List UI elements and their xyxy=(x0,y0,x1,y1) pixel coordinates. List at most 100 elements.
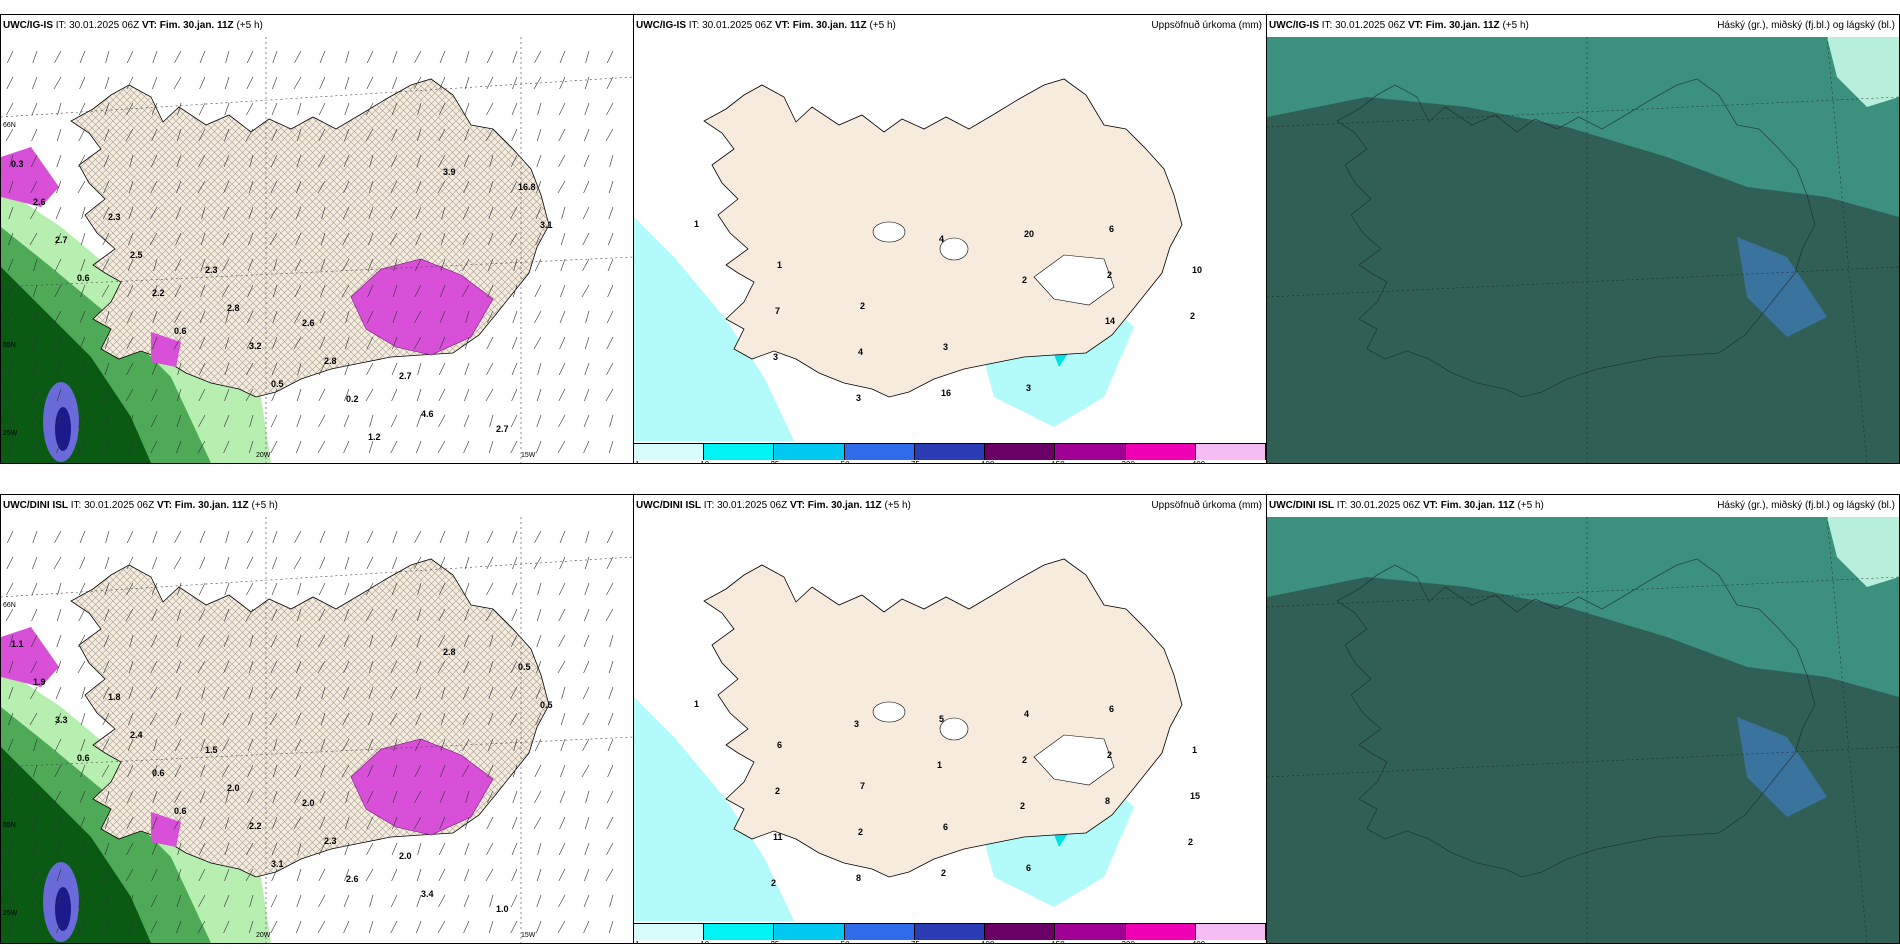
wind-barb xyxy=(293,336,302,350)
colorbar-tick: 10 xyxy=(700,460,709,463)
wind-barb xyxy=(224,388,230,402)
colorbar-tick: 75 xyxy=(911,940,920,943)
wind-barb xyxy=(8,686,14,700)
wind-barb xyxy=(173,816,182,830)
wind-barb xyxy=(438,128,446,142)
wind-barb xyxy=(558,634,566,648)
wind-barb xyxy=(606,582,614,596)
wind-barb xyxy=(9,894,14,908)
wind-barb xyxy=(537,582,542,596)
wind-barb xyxy=(200,738,206,752)
precip-value-label: 2.6 xyxy=(346,874,359,884)
wind-barb xyxy=(103,920,110,934)
wind-barb xyxy=(368,232,374,246)
wind-barb xyxy=(534,764,542,778)
precip-map: 1 6 7 6 6 6 1 2 2 2 4 2 15 11 8 5 2 8 2 2 3 1 2 xyxy=(634,517,1266,921)
wind-barb xyxy=(30,634,38,648)
wind-barb xyxy=(57,582,62,596)
wind-map: 65N 66N 25W 20W 15W 1.1 1.8 1.5 2.0 2.0 1.0 1.9 2.4 2… xyxy=(1,517,633,943)
wind-barb xyxy=(176,660,182,674)
wind-barb xyxy=(438,608,446,622)
wind-barb xyxy=(31,362,38,376)
wind-barb xyxy=(175,712,182,726)
wind-barb xyxy=(608,686,614,700)
cloud-map xyxy=(1267,517,1899,943)
wind-barb xyxy=(199,530,206,544)
wind-barb xyxy=(56,608,62,622)
wind-barb xyxy=(31,128,38,142)
wind-barb xyxy=(462,206,470,220)
wind-barb xyxy=(512,790,518,804)
wind-barb xyxy=(413,556,422,570)
wind-barb xyxy=(197,920,206,934)
wind-barb xyxy=(223,154,230,168)
wind-barb xyxy=(272,310,278,324)
wind-barb xyxy=(271,362,278,376)
wind-barb xyxy=(583,920,590,934)
wind-barb xyxy=(297,362,302,376)
wind-barb xyxy=(463,414,470,428)
wind-barb xyxy=(366,102,374,116)
wind-barb xyxy=(609,894,614,908)
colorbar-segment xyxy=(1055,923,1126,940)
wind-barb xyxy=(199,76,206,90)
wind-barb xyxy=(129,894,134,908)
wind-barb xyxy=(104,102,110,116)
wind-barb xyxy=(102,206,110,220)
axis-label: 65N xyxy=(3,822,16,829)
wind-barb xyxy=(198,894,206,908)
model-label: UWC/DINI ISL xyxy=(636,500,701,511)
wind-barb xyxy=(392,50,398,64)
precip-pink-w xyxy=(1,147,59,207)
wind-barb xyxy=(534,790,542,804)
wind-barb xyxy=(342,686,350,700)
wind-barb xyxy=(463,440,470,454)
wind-barb xyxy=(224,842,230,856)
axis-label: 65N xyxy=(3,342,16,349)
wind-barb xyxy=(198,102,206,116)
wind-barb xyxy=(582,686,590,700)
wind-barb xyxy=(55,232,62,246)
colorbar-segment xyxy=(844,443,915,460)
wind-barb xyxy=(511,102,518,116)
wind-barb xyxy=(294,310,302,324)
precip-value-label: 1.2 xyxy=(368,432,381,442)
wind-barb xyxy=(462,232,470,246)
wind-barb xyxy=(32,310,38,324)
wind-barb xyxy=(245,128,254,142)
colorbar-segment xyxy=(774,443,845,460)
wind-barb xyxy=(486,582,494,596)
wind-barb xyxy=(176,154,182,168)
wind-barb xyxy=(294,790,302,804)
wind-barb xyxy=(221,764,230,778)
precip-value-label: 6 xyxy=(1109,704,1114,714)
wind-barb xyxy=(177,842,182,856)
precip-value-label: 0.6 xyxy=(77,273,90,283)
wind-barb xyxy=(488,712,494,726)
wind-barb xyxy=(486,102,494,116)
precip-value-label: 2 xyxy=(1107,750,1112,760)
wind-barb xyxy=(417,102,422,116)
wind-barb xyxy=(365,388,374,402)
wind-barb xyxy=(150,894,158,908)
wind-barb xyxy=(272,530,278,544)
wind-barb xyxy=(57,842,62,856)
wind-barb xyxy=(438,154,446,168)
wind-barb xyxy=(294,738,302,752)
wind-barb xyxy=(367,284,374,298)
wind-barb xyxy=(416,634,422,648)
wind-barb xyxy=(321,686,326,700)
iceland-outline xyxy=(1336,558,1816,878)
precip-panel-dini: UWC/DINI ISL IT: 30.01.2025 06Z VT: Fim.… xyxy=(633,494,1267,944)
precip-value-label: 2.6 xyxy=(33,197,46,207)
precip-value-label: 0.6 xyxy=(174,326,187,336)
axis-label: 15W xyxy=(521,932,536,939)
precip-pink-sw xyxy=(151,812,181,847)
wind-barb xyxy=(560,764,566,778)
wind-barb xyxy=(558,414,566,428)
wind-barb xyxy=(417,582,422,596)
wind-barb xyxy=(437,660,446,674)
wind-barb xyxy=(270,634,278,648)
wind-barb xyxy=(485,128,494,142)
wind-barb xyxy=(9,634,14,648)
